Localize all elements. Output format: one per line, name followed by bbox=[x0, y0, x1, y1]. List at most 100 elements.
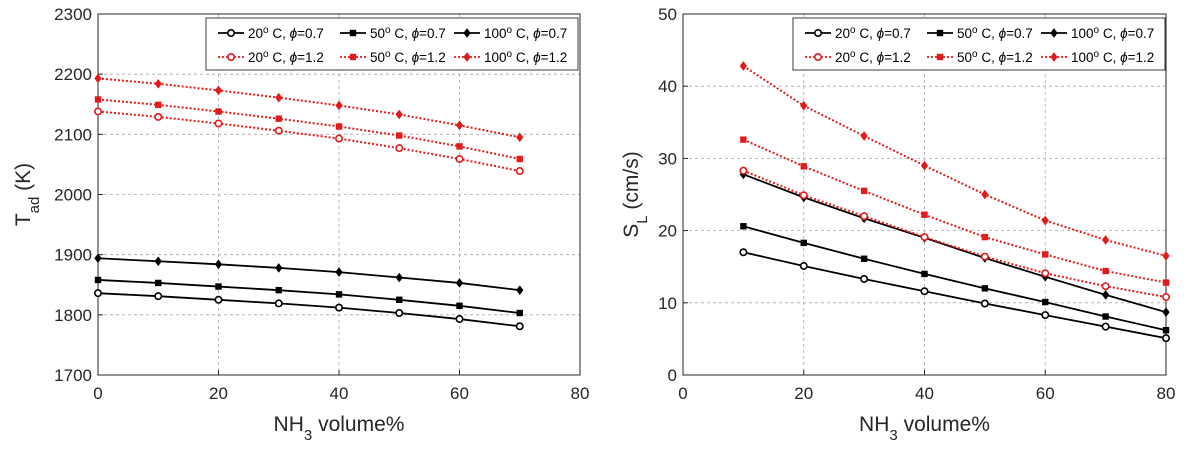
y-axis-label: SL (cm/s) bbox=[620, 151, 651, 238]
legend-label: 100o C, ϕ=1.2 bbox=[1071, 49, 1154, 66]
legend-marker bbox=[813, 28, 822, 37]
legend-marker bbox=[813, 52, 822, 61]
data-point bbox=[335, 123, 343, 130]
y-tick-label: 2000 bbox=[54, 186, 92, 205]
x-tick-label: 60 bbox=[1036, 384, 1055, 403]
y-tick-label: 30 bbox=[658, 149, 677, 168]
series-line bbox=[97, 257, 520, 292]
data-point bbox=[154, 292, 163, 301]
data-point bbox=[799, 261, 808, 270]
data-point bbox=[456, 302, 463, 310]
legend: 20o C, ϕ=0.7 50o C, ϕ=0.7 100o C, ϕ=0.7 20o… bbox=[205, 17, 579, 71]
data-point bbox=[740, 223, 747, 230]
data-point bbox=[214, 119, 223, 128]
data-point bbox=[334, 134, 343, 143]
data-point bbox=[155, 279, 162, 287]
data-point bbox=[395, 272, 403, 283]
legend-label: 100o C, ϕ=0.7 bbox=[1071, 25, 1154, 42]
legend-label: 20o C, ϕ=1.2 bbox=[248, 49, 324, 66]
legend-marker bbox=[463, 52, 471, 62]
data-point bbox=[516, 285, 524, 295]
y-tick-label: 2100 bbox=[54, 125, 92, 144]
chart-2: 0 20 40 60 80 0 10 20 30 40 50 NH3 volume% SL (cm/s)… bbox=[620, 5, 1175, 444]
legend-entry: 50o C, ϕ=0.7 bbox=[340, 25, 446, 42]
data-point bbox=[799, 191, 808, 200]
data-point bbox=[980, 299, 989, 308]
legend-marker bbox=[1050, 28, 1058, 38]
legend-box bbox=[792, 17, 1166, 71]
legend-label: 100o C, ϕ=1.2 bbox=[484, 49, 567, 66]
data-point bbox=[860, 255, 868, 262]
data-point bbox=[1162, 279, 1170, 286]
legend: 20o C, ϕ=0.7 50o C, ϕ=0.7 100o C, ϕ=0.7 20o… bbox=[792, 17, 1166, 71]
data-point bbox=[860, 212, 869, 221]
data-point bbox=[395, 309, 404, 318]
series-4 bbox=[94, 107, 524, 176]
legend-box bbox=[205, 17, 579, 71]
data-point bbox=[1042, 298, 1049, 306]
legend-entry: 20o C, ϕ=0.7 bbox=[805, 25, 911, 41]
data-point bbox=[274, 126, 283, 135]
y-tick-label: 1900 bbox=[54, 246, 92, 265]
x-tick-label: 60 bbox=[450, 384, 469, 403]
data-point bbox=[154, 112, 163, 121]
data-point bbox=[1042, 251, 1049, 258]
data-point bbox=[1102, 290, 1110, 300]
series-2 bbox=[94, 276, 523, 317]
data-point bbox=[921, 270, 928, 278]
data-point bbox=[920, 233, 929, 242]
legend-label: 20o C, ϕ=1.2 bbox=[835, 49, 911, 66]
data-point bbox=[920, 160, 929, 171]
data-point bbox=[516, 155, 523, 163]
legend-marker bbox=[349, 29, 357, 37]
y-tick-label: 40 bbox=[658, 77, 677, 96]
legend-label: 50o C, ϕ=1.2 bbox=[370, 49, 446, 66]
legend-label: 100o C, ϕ=0.7 bbox=[484, 25, 567, 42]
data-point bbox=[154, 78, 162, 89]
legend-entry: 100o C, ϕ=1.2 bbox=[1041, 49, 1154, 66]
data-point bbox=[94, 289, 103, 298]
y-tick-label: 1800 bbox=[54, 306, 92, 325]
y-tick-label: 20 bbox=[658, 222, 677, 241]
data-point bbox=[800, 239, 807, 247]
x-axis-label: NH3 volume% bbox=[274, 413, 405, 444]
data-point bbox=[214, 85, 223, 96]
data-point bbox=[456, 143, 463, 150]
data-point bbox=[980, 252, 989, 261]
data-point bbox=[275, 92, 283, 103]
data-point bbox=[395, 109, 403, 120]
legend-marker bbox=[1050, 52, 1058, 62]
x-tick-label: 20 bbox=[209, 384, 228, 403]
series-line bbox=[742, 169, 1167, 299]
x-tick-label: 40 bbox=[330, 384, 349, 403]
legend-marker bbox=[463, 28, 471, 38]
legend-label: 50o C, ϕ=0.7 bbox=[370, 25, 446, 42]
data-point bbox=[335, 291, 343, 298]
data-point bbox=[94, 276, 102, 284]
data-point bbox=[981, 285, 989, 292]
data-point bbox=[1162, 334, 1171, 343]
series-line bbox=[742, 138, 1167, 284]
series-line bbox=[742, 65, 1167, 257]
data-point bbox=[516, 132, 524, 143]
data-point bbox=[94, 107, 103, 116]
series-2 bbox=[740, 223, 1170, 334]
legend-label: 50o C, ϕ=1.2 bbox=[957, 49, 1033, 66]
data-point bbox=[1162, 251, 1170, 261]
series-line bbox=[97, 110, 520, 173]
data-point bbox=[1041, 311, 1050, 320]
data-point bbox=[214, 295, 223, 304]
data-point bbox=[275, 263, 283, 273]
data-point bbox=[860, 187, 868, 195]
series-line bbox=[97, 77, 520, 139]
data-point bbox=[274, 299, 283, 308]
data-point bbox=[739, 61, 747, 71]
series-line bbox=[743, 173, 1167, 314]
data-point bbox=[1102, 313, 1109, 320]
data-point bbox=[214, 259, 223, 270]
y-axis-label: Tad (K) bbox=[12, 163, 43, 226]
y-tick-label: 50 bbox=[658, 5, 677, 24]
legend-entry: 50o C, ϕ=1.2 bbox=[927, 49, 1033, 66]
legend-label: 20o C, ϕ=0.7 bbox=[248, 25, 324, 42]
